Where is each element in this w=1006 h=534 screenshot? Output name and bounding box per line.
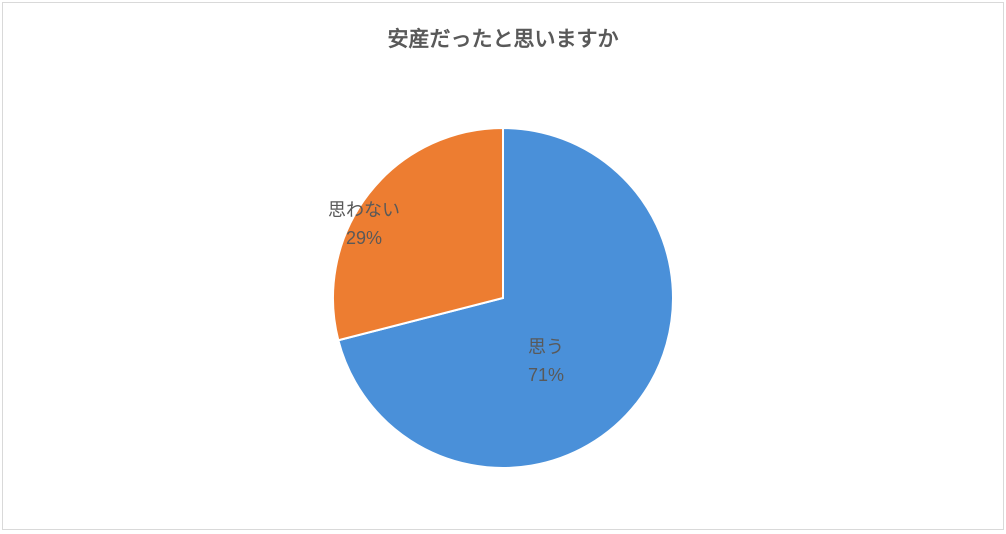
slice-label-1: 思わない 29% xyxy=(328,196,400,254)
pie-svg xyxy=(333,128,673,468)
chart-title: 安産だったと思いますか xyxy=(3,3,1003,53)
pie-chart: 思う71%思わない29% xyxy=(333,128,673,468)
slice-label-percent: 71% xyxy=(528,365,564,385)
slice-label-text: 思う xyxy=(528,337,564,357)
slice-label-percent: 29% xyxy=(346,228,382,248)
slice-label-text: 思わない xyxy=(328,200,400,220)
slice-label-0: 思う 71% xyxy=(528,333,564,391)
chart-container: 安産だったと思いますか 思う 71% 思わない 29% xyxy=(2,2,1004,530)
